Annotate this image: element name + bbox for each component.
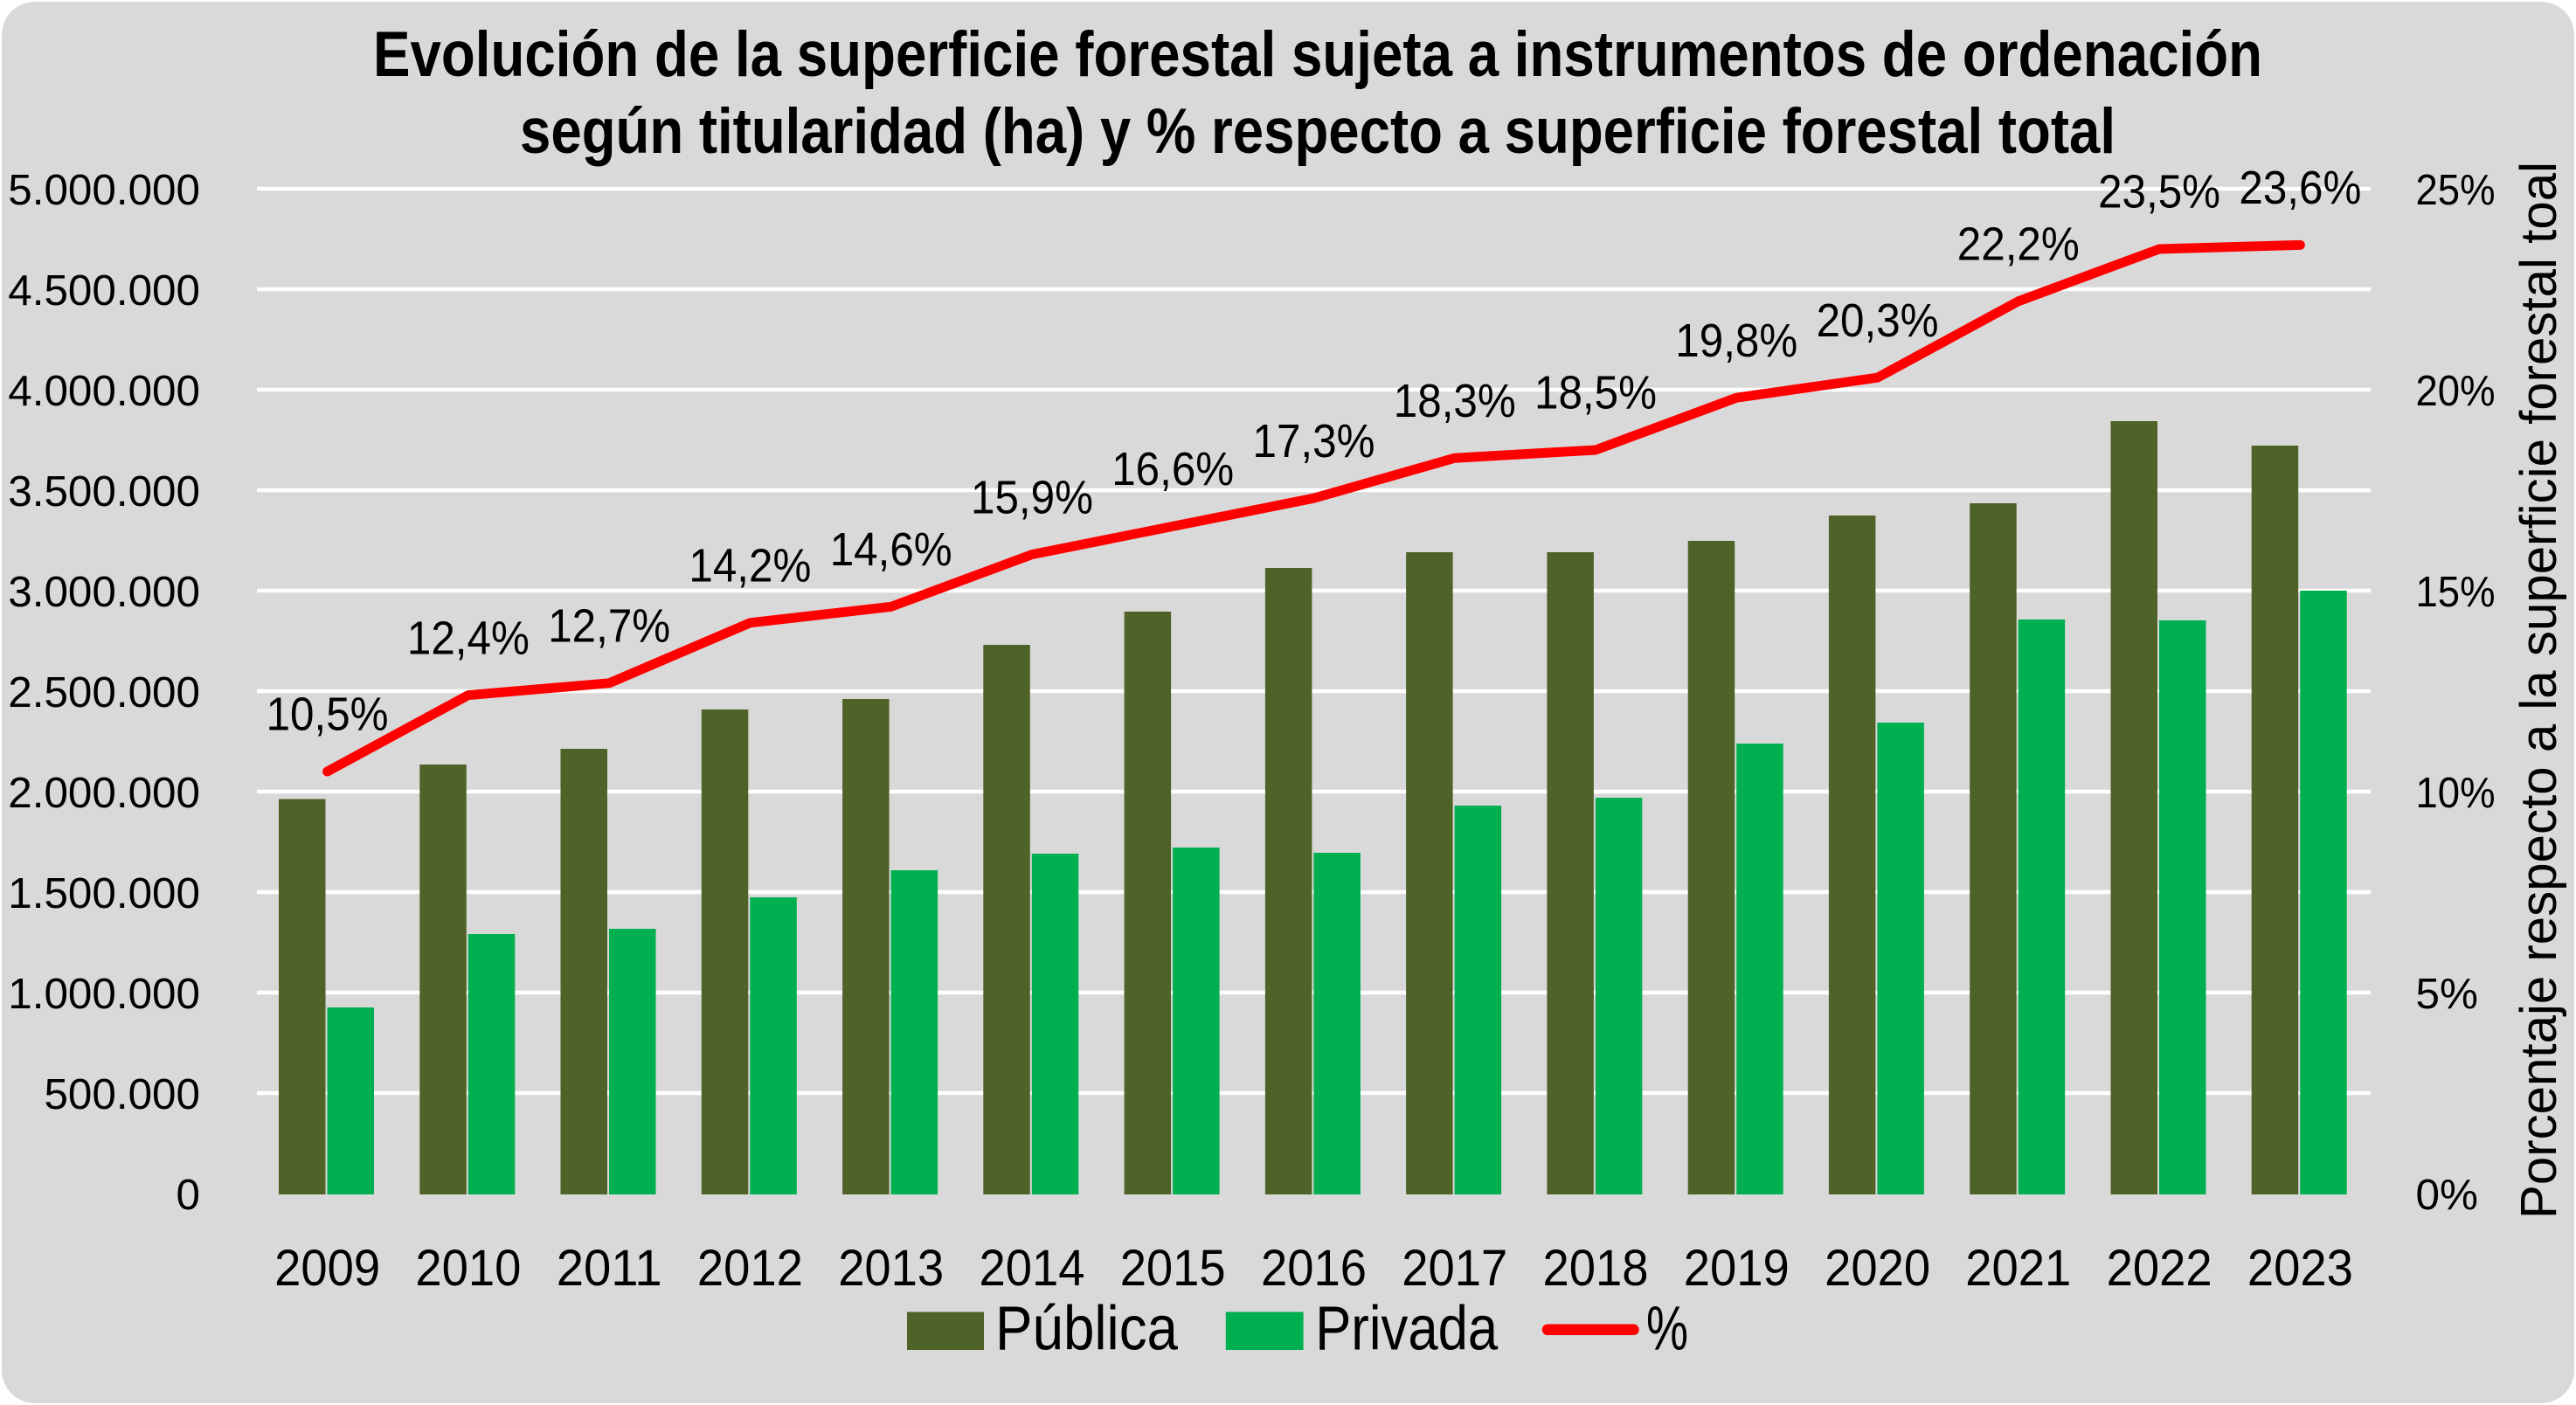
svg-text:14,6%: 14,6%	[830, 523, 952, 576]
svg-text:1.500.000: 1.500.000	[8, 869, 200, 917]
svg-text:2018: 2018	[1543, 1240, 1649, 1297]
svg-text:Pública: Pública	[995, 1295, 1178, 1364]
svg-text:Evolución de la superficie for: Evolución de la superficie forestal suje…	[373, 19, 2262, 90]
svg-text:2017: 2017	[1402, 1240, 1507, 1297]
svg-text:3.500.000: 3.500.000	[8, 467, 200, 516]
svg-text:2009: 2009	[274, 1240, 380, 1297]
svg-text:15%: 15%	[2416, 568, 2496, 616]
svg-text:18,5%: 18,5%	[1534, 367, 1657, 419]
svg-text:2010: 2010	[415, 1240, 521, 1297]
svg-text:15,9%: 15,9%	[971, 471, 1093, 523]
svg-text:Privada: Privada	[1315, 1295, 1498, 1364]
svg-text:2023: 2023	[2247, 1240, 2353, 1297]
svg-text:1.000.000: 1.000.000	[8, 970, 200, 1018]
svg-text:5.000.000: 5.000.000	[8, 166, 200, 214]
svg-text:4.500.000: 4.500.000	[8, 266, 200, 315]
svg-text:14,2%: 14,2%	[689, 540, 811, 592]
svg-text:2022: 2022	[2107, 1240, 2212, 1297]
svg-text:23,6%: 23,6%	[2239, 162, 2361, 214]
svg-text:según titularidad (ha) y % res: según titularidad (ha) y % respecto a su…	[520, 96, 2116, 167]
svg-text:0: 0	[177, 1171, 200, 1219]
svg-text:2021: 2021	[1965, 1240, 2071, 1297]
svg-text:5%: 5%	[2416, 970, 2478, 1018]
svg-text:23,5%: 23,5%	[2098, 166, 2220, 218]
svg-text:4.000.000: 4.000.000	[8, 367, 200, 415]
svg-text:2012: 2012	[697, 1240, 803, 1297]
svg-text:19,8%: 19,8%	[1675, 315, 1797, 367]
svg-text:2014: 2014	[980, 1240, 1085, 1297]
svg-text:12,7%: 12,7%	[548, 600, 670, 653]
svg-text:22,2%: 22,2%	[1957, 218, 2080, 271]
svg-text:10,5%: 10,5%	[267, 689, 389, 741]
svg-text:Porcentaje respecto a la super: Porcentaje respecto a la superficie fore…	[2510, 162, 2567, 1219]
svg-text:2.500.000: 2.500.000	[8, 668, 200, 716]
svg-text:2011: 2011	[557, 1240, 662, 1297]
svg-text:20,3%: 20,3%	[1817, 294, 1939, 347]
svg-text:2019: 2019	[1684, 1240, 1790, 1297]
svg-text:20%: 20%	[2416, 367, 2496, 415]
svg-text:2013: 2013	[838, 1240, 944, 1297]
svg-text:3.000.000: 3.000.000	[8, 568, 200, 616]
svg-text:18,3%: 18,3%	[1394, 375, 1516, 427]
svg-text:2016: 2016	[1261, 1240, 1367, 1297]
svg-text:500.000: 500.000	[44, 1070, 200, 1118]
svg-text:2020: 2020	[1825, 1240, 1930, 1297]
svg-text:17,3%: 17,3%	[1253, 415, 1375, 467]
svg-text:10%: 10%	[2416, 769, 2496, 817]
svg-text:%: %	[1646, 1295, 1688, 1364]
svg-text:2.000.000: 2.000.000	[8, 769, 200, 817]
svg-text:25%: 25%	[2416, 166, 2496, 214]
svg-text:16,6%: 16,6%	[1111, 443, 1234, 495]
svg-text:0%: 0%	[2416, 1171, 2478, 1219]
svg-text:2015: 2015	[1120, 1240, 1226, 1297]
svg-text:12,4%: 12,4%	[407, 612, 530, 664]
